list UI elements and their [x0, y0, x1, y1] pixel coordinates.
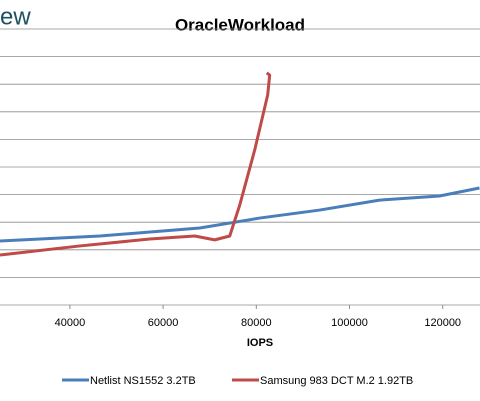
legend-label: Netlist NS1552 3.2TB — [90, 375, 196, 387]
chart-title: OracleWorkload — [175, 15, 305, 34]
brand-logo: ew — [0, 3, 31, 30]
x-tick-label: 100000 — [331, 317, 368, 329]
x-tick-label: 60000 — [148, 317, 179, 329]
legend-label: Samsung 983 DCT M.2 1.92TB — [260, 375, 413, 387]
x-tick-label: 120000 — [424, 317, 461, 329]
x-tick-label: 40000 — [55, 317, 86, 329]
x-tick-label: 80000 — [241, 317, 272, 329]
x-axis-label: IOPS — [247, 337, 273, 349]
series-line — [0, 186, 480, 243]
series-line — [0, 71, 272, 257]
